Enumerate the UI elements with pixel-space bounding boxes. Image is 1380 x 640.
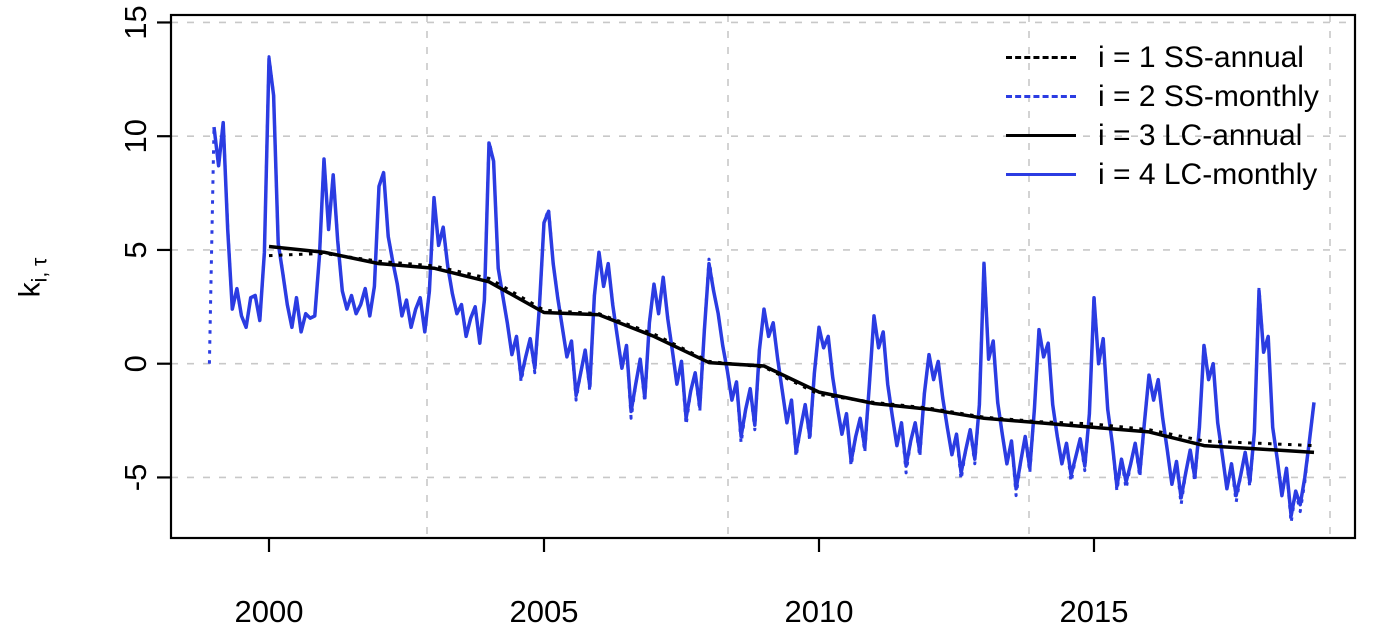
- legend-entry-ss-monthly: i = 2 SS-monthly: [1006, 77, 1319, 116]
- legend-line-lc-monthly: [1006, 173, 1076, 176]
- y-tick-label: 15: [118, 5, 153, 39]
- series-i-3-lc-annual: [268, 244, 1315, 455]
- plot-border: [169, 13, 1357, 540]
- legend-entry-lc-annual: i = 3 LC-annual: [1006, 116, 1319, 155]
- legend-label-ss-annual: i = 1 SS-annual: [1098, 40, 1304, 74]
- y-tick-label: 10: [118, 119, 153, 153]
- legend-line-lc-annual: [1006, 134, 1076, 137]
- y-tick-label: 5: [118, 241, 153, 258]
- legend-line-ss-annual: [1006, 56, 1076, 59]
- legend: i = 1 SS-annual i = 2 SS-monthly i = 3 L…: [1006, 38, 1319, 194]
- series-i-1-ss-annual: [268, 251, 1315, 448]
- x-tick-label: 2015: [1060, 594, 1129, 629]
- legend-entry-lc-monthly: i = 4 LC-monthly: [1006, 155, 1319, 194]
- series-i-4-lc-monthly: [212, 57, 1316, 518]
- y-tick-label: -5: [118, 464, 153, 492]
- legend-line-ss-monthly: [1006, 95, 1076, 98]
- legend-label-lc-monthly: i = 4 LC-monthly: [1098, 157, 1318, 191]
- x-tick-label: 2000: [235, 594, 304, 629]
- x-tick-label: 2005: [510, 594, 579, 629]
- x-tick-label: 2010: [785, 594, 854, 629]
- legend-entry-ss-annual: i = 1 SS-annual: [1006, 38, 1319, 77]
- axes: 2000 2005 2010 2015 15 10 5 0 -5: [118, 5, 1128, 629]
- y-axis-title-base: k: [13, 282, 47, 298]
- legend-label-lc-annual: i = 3 LC-annual: [1098, 118, 1303, 152]
- y-tick-label: 0: [118, 355, 153, 372]
- y-axis-title: ki, τ: [14, 223, 53, 333]
- gridlines: [171, 15, 1355, 538]
- y-axis-title-subscript: i, τ: [28, 257, 52, 283]
- legend-label-ss-monthly: i = 2 SS-monthly: [1098, 79, 1319, 113]
